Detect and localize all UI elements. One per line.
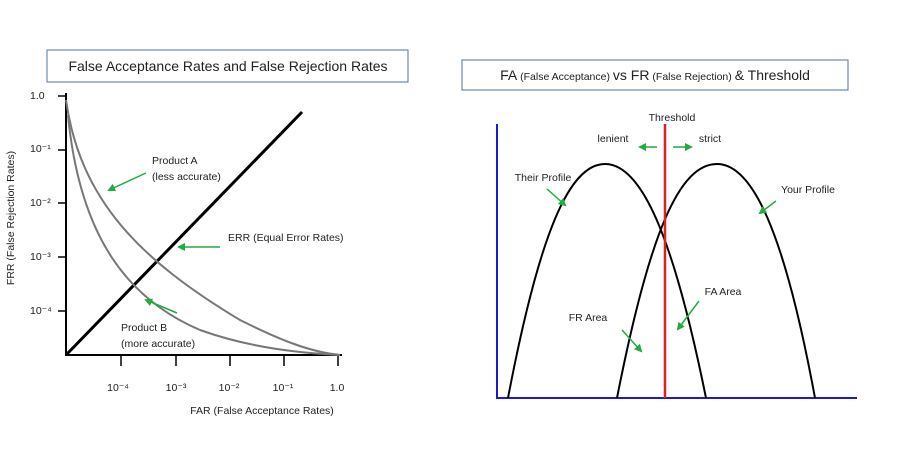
arrow xyxy=(107,172,147,192)
x-tick-label: 10⁻¹ xyxy=(273,382,294,394)
arrow xyxy=(144,298,178,314)
left-ticks xyxy=(58,95,339,366)
x-tick-label: 10⁻² xyxy=(219,382,240,394)
title-part: & Threshold xyxy=(735,67,810,83)
right-title-box xyxy=(461,59,849,91)
fr-area-label: FR Area xyxy=(569,312,608,324)
their-profile-label: Their Profile xyxy=(515,172,572,184)
x-tick-labels: 10⁻⁴ 10⁻³ 10⁻² 10⁻¹ 1.0 xyxy=(107,382,344,394)
right-axes xyxy=(496,124,857,399)
fa-area-label: FA Area xyxy=(705,286,742,298)
arrow xyxy=(758,200,777,215)
your-profile-label: Your Profile xyxy=(781,184,835,196)
err-line xyxy=(64,110,304,357)
x-tick-label: 1.0 xyxy=(330,382,345,394)
your-profile-curve xyxy=(616,162,816,399)
arrow xyxy=(546,188,567,207)
left-title-box xyxy=(46,49,409,83)
left-axes xyxy=(65,93,342,356)
y-tick-label: 10⁻² xyxy=(30,197,51,209)
y-tick-label: 10⁻³ xyxy=(30,251,51,263)
x-tick-label: 10⁻⁴ xyxy=(107,382,129,394)
lenient-label: lenient xyxy=(598,133,629,145)
title-part: (False Rejection) xyxy=(652,71,731,83)
y-axis-label: FRR (False Rejection Rates) xyxy=(5,151,17,285)
x-tick-label: 10⁻³ xyxy=(166,382,187,394)
arrow xyxy=(621,329,643,353)
x-axis-label: FAR (False Acceptance Rates) xyxy=(190,405,334,417)
title-part: vs FR xyxy=(613,67,650,83)
right-title: FA (False Acceptance) vs FR (False Rejec… xyxy=(500,67,810,83)
product-a-note: (less accurate) xyxy=(152,171,221,183)
product-a-label: Product A xyxy=(152,155,198,167)
err-label: ERR (Equal Error Rates) xyxy=(228,232,344,244)
left-title: False Acceptance Rates and False Rejecti… xyxy=(68,58,387,74)
y-tick-label: 10⁻¹ xyxy=(30,143,51,155)
arrow xyxy=(676,300,700,331)
y-tick-labels: 1.0 10⁻¹ 10⁻² 10⁻³ 10⁻⁴ xyxy=(30,90,52,317)
product-a-curve xyxy=(65,99,341,356)
their-profile-curve xyxy=(507,162,707,399)
product-b-curve xyxy=(67,114,341,356)
product-b-note: (more accurate) xyxy=(121,338,195,350)
title-part: FA xyxy=(500,67,518,83)
threshold-label: Threshold xyxy=(649,112,696,124)
y-tick-label: 10⁻⁴ xyxy=(30,305,52,317)
strict-label: strict xyxy=(699,133,721,145)
y-tick-label: 1.0 xyxy=(30,90,45,102)
product-b-label: Product B xyxy=(121,322,167,334)
title-part: (False Acceptance) xyxy=(520,71,610,83)
